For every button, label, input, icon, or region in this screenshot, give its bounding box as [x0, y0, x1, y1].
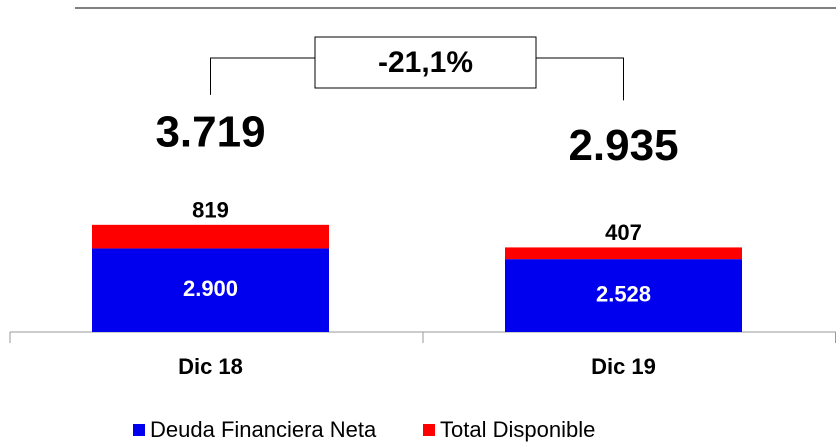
change-box: [314, 36, 537, 89]
bracket: [210, 57, 624, 101]
total-label: 2.935: [568, 121, 678, 170]
bar-segment: [505, 247, 742, 260]
legend-swatch: [133, 424, 145, 436]
bar-segment: [505, 259, 742, 332]
legend-label: Total Disponible: [440, 417, 595, 442]
total-label: 3.719: [155, 107, 265, 156]
legend-swatch: [423, 424, 435, 436]
legend-label: Deuda Financiera Neta: [150, 417, 377, 442]
change-label: -21,1%: [378, 46, 473, 79]
bar-segment: [92, 248, 329, 332]
value-label: 2.900: [183, 276, 238, 301]
value-label: 2.528: [596, 281, 651, 306]
category-label: Dic 18: [178, 354, 243, 379]
bar-segment: [92, 224, 329, 249]
value-label: 407: [605, 220, 642, 245]
value-label: 819: [192, 198, 229, 223]
category-label: Dic 19: [591, 354, 656, 379]
